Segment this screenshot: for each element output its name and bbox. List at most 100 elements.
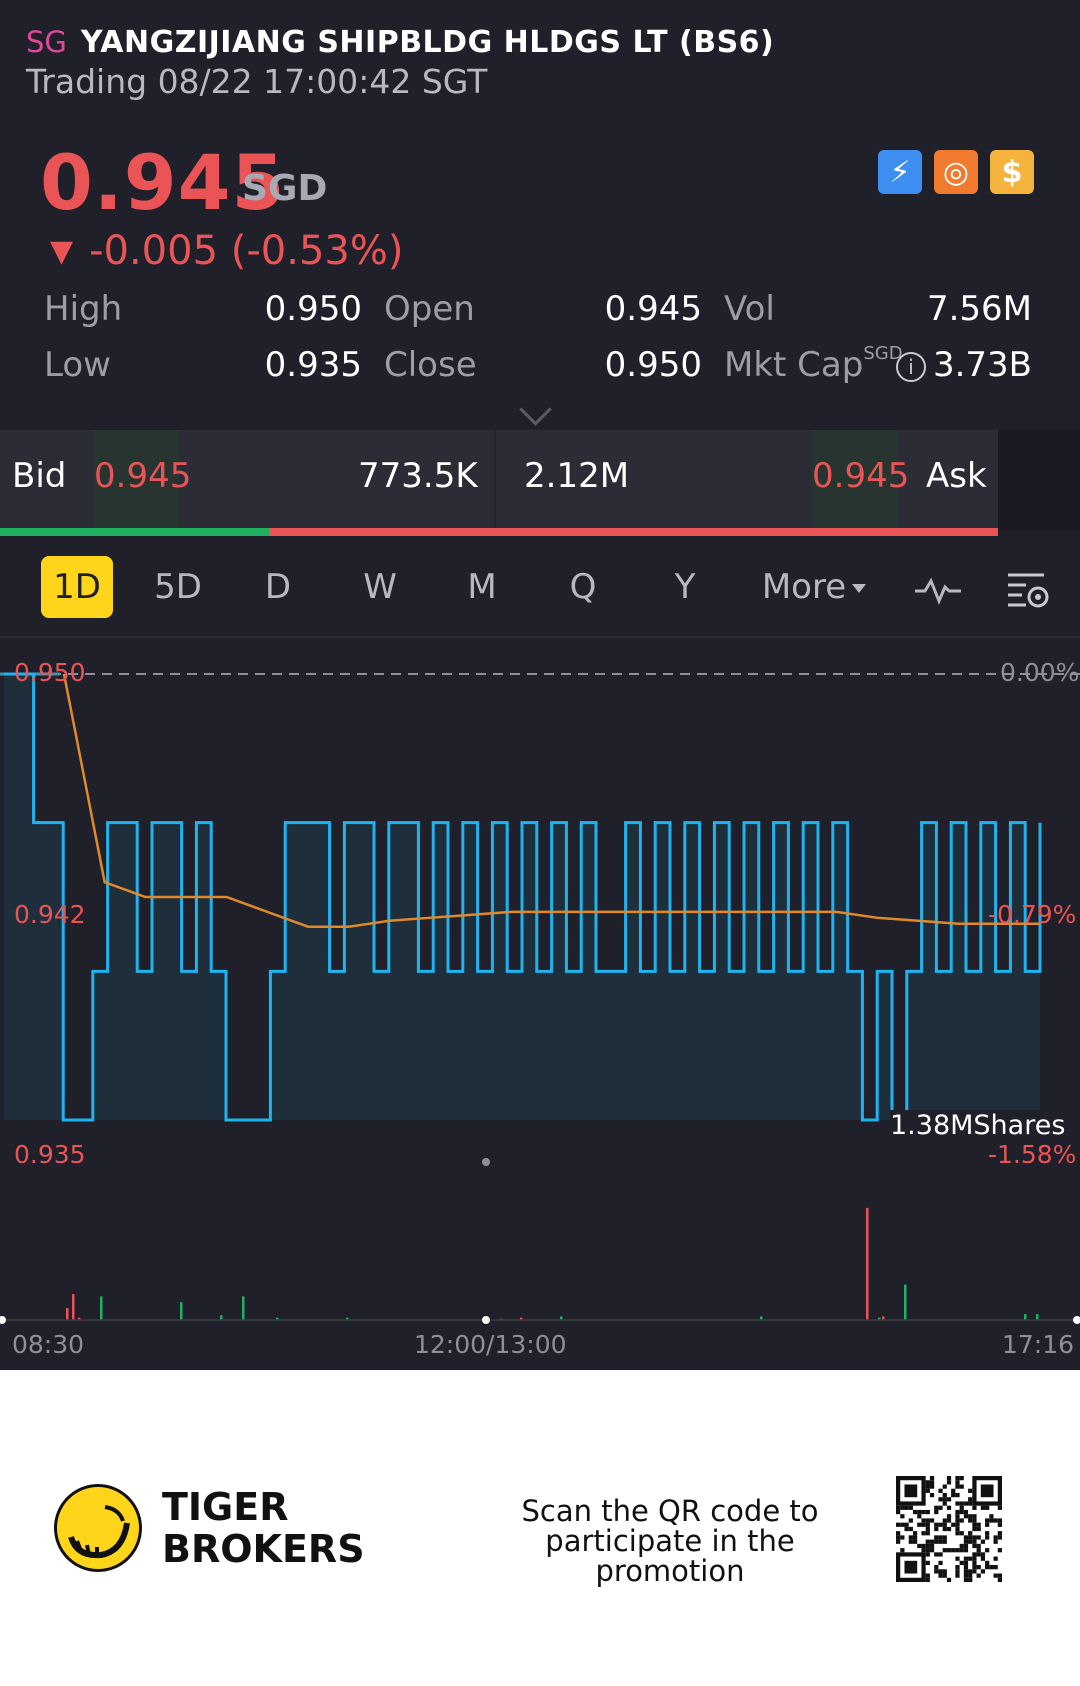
mktcap-unit: SGD — [863, 343, 903, 364]
stock-title[interactable]: YANGZIJIANG SHIPBLDG HLDGS LT (BS6) — [80, 24, 775, 60]
qr-module — [963, 1560, 969, 1566]
ask-label: Ask — [926, 456, 987, 496]
qr-module — [908, 1539, 913, 1544]
high-value: 0.950 — [264, 289, 362, 329]
qr-module — [976, 1535, 981, 1540]
volume-bar-green — [220, 1315, 223, 1320]
qr-module — [955, 1476, 960, 1481]
qr-module — [972, 1522, 977, 1527]
indicator-icon[interactable] — [910, 556, 966, 618]
qr-module — [921, 1531, 926, 1536]
qr-module — [963, 1509, 969, 1515]
qr-module — [972, 1552, 977, 1557]
qr-module — [972, 1514, 977, 1519]
period-tabs: 1D 5D D W M Q Y More — [0, 556, 1080, 618]
qr-module — [946, 1505, 952, 1510]
qr-module — [942, 1484, 947, 1489]
qr-module — [925, 1484, 930, 1489]
qr-module — [946, 1480, 952, 1485]
app-screen: SG YANGZIJIANG SHIPBLDG HLDGS LT (BS6) T… — [0, 0, 1080, 1370]
low-value: 0.935 — [264, 345, 362, 385]
tab-5d[interactable]: 5D — [154, 567, 202, 607]
chart-settings-icon[interactable] — [1000, 556, 1056, 618]
bid-size: 773.5K — [358, 456, 478, 496]
qr-module — [904, 1526, 909, 1532]
qr-module — [934, 1505, 939, 1510]
qr-module — [929, 1518, 935, 1523]
qr-module — [904, 1505, 909, 1510]
qr-module — [955, 1522, 960, 1527]
tab-m[interactable]: M — [467, 567, 497, 607]
tab-y[interactable]: Y — [674, 567, 696, 607]
axis-dot-right — [1073, 1316, 1080, 1324]
qr-module — [938, 1497, 943, 1502]
bid-price: 0.945 — [94, 456, 192, 496]
qr-module — [989, 1518, 994, 1523]
qr-module — [985, 1522, 990, 1527]
qr-module — [946, 1526, 952, 1532]
qr-module — [963, 1569, 969, 1574]
qr-module — [921, 1518, 926, 1523]
qr-module — [972, 1543, 977, 1549]
qr-module — [993, 1565, 998, 1570]
qr-module — [921, 1509, 926, 1515]
qr-module — [921, 1543, 926, 1549]
low-label: Low — [44, 345, 111, 385]
qr-module — [997, 1548, 1002, 1553]
qr-module — [955, 1531, 960, 1536]
lightning-icon[interactable]: ⚡ — [878, 150, 922, 194]
qr-module — [955, 1569, 960, 1574]
qr-module — [959, 1476, 964, 1481]
tab-more[interactable]: More — [756, 556, 872, 618]
qr-code[interactable] — [896, 1476, 1002, 1582]
scan-text: Scan the QR code to participate in the p… — [521, 1494, 819, 1588]
chevron-down-icon[interactable] — [519, 393, 552, 426]
volume-bar-green — [180, 1302, 183, 1320]
qr-module — [997, 1577, 1002, 1582]
bid-ask-divider — [494, 430, 496, 530]
qr-module — [963, 1501, 969, 1506]
qr-module — [989, 1514, 994, 1519]
qr-module — [997, 1505, 1002, 1510]
tab-1d[interactable]: 1D — [41, 556, 113, 618]
qr-module — [921, 1522, 926, 1527]
vol-value: 7.56M — [926, 289, 1032, 329]
mktcap-label: Mkt CapSGD — [724, 340, 903, 390]
title-bar: SG YANGZIJIANG SHIPBLDG HLDGS LT (BS6) — [26, 18, 774, 66]
qr-module — [912, 1535, 918, 1540]
tab-d[interactable]: D — [264, 567, 292, 607]
info-icon[interactable]: i — [896, 340, 926, 390]
qr-module — [968, 1569, 973, 1574]
average-line — [62, 673, 1040, 928]
qr-module — [997, 1573, 1002, 1578]
qr-module — [955, 1480, 960, 1485]
qr-module — [955, 1514, 960, 1519]
qr-module — [934, 1565, 939, 1570]
chart-circle-icon[interactable]: ◎ — [934, 150, 978, 194]
bid-ask-panel: Bid 0.945 773.5K 2.12M 0.945 Ask — [0, 430, 998, 530]
qr-module — [925, 1480, 930, 1485]
currency: SGD — [242, 168, 328, 209]
tab-q[interactable]: Q — [569, 567, 597, 607]
close-label: Close — [384, 345, 477, 385]
dollar-icon[interactable]: $ — [990, 150, 1034, 194]
qr-module — [912, 1539, 918, 1544]
qr-module — [972, 1556, 977, 1561]
qr-module — [959, 1484, 964, 1489]
qr-module — [959, 1543, 964, 1549]
qr-module — [955, 1573, 960, 1578]
qr-module — [959, 1505, 964, 1510]
qr-module — [929, 1539, 935, 1544]
qr-module — [938, 1569, 943, 1574]
qr-module — [934, 1526, 939, 1532]
volume-bar-green — [904, 1284, 907, 1320]
qr-module — [925, 1548, 930, 1553]
volume-bar-green — [878, 1317, 881, 1320]
qr-module — [985, 1565, 990, 1570]
intraday-chart[interactable] — [0, 640, 1080, 1370]
qr-module — [972, 1569, 977, 1574]
tab-w[interactable]: W — [363, 567, 397, 607]
qr-module — [942, 1539, 947, 1544]
qr-module — [904, 1522, 909, 1527]
qr-module — [917, 1514, 922, 1519]
